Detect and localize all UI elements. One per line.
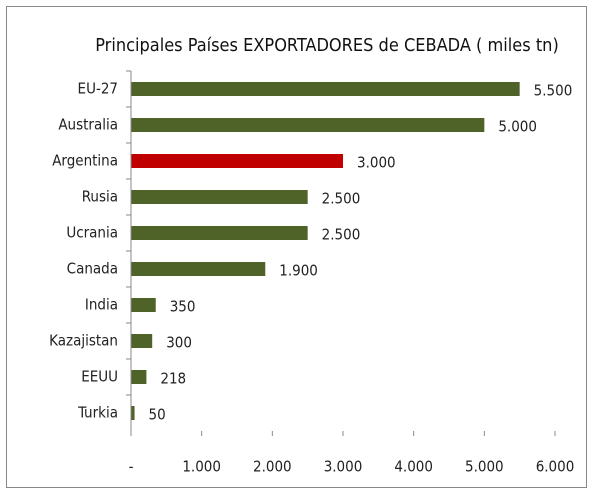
bar	[131, 370, 147, 384]
y-tick-label: Kazajistan	[49, 332, 118, 350]
y-tick-label: Ucrania	[66, 224, 118, 242]
x-tick-label: -	[129, 458, 134, 476]
chart-title: Principales Países EXPORTADORES de CEBAD…	[95, 35, 559, 56]
bar	[131, 298, 156, 312]
y-tick-label: Turkia	[77, 404, 118, 422]
bar	[131, 406, 135, 420]
y-tick-label: Australia	[58, 116, 118, 134]
value-label: 50	[149, 406, 166, 424]
y-tick-label: Argentina	[52, 152, 118, 170]
bar	[131, 334, 153, 348]
value-label: 218	[160, 370, 186, 388]
x-tick-label: 2.000	[253, 458, 292, 476]
y-tick-label: India	[85, 296, 118, 314]
x-tick-label: 4.000	[394, 458, 433, 476]
value-label: 3.000	[357, 154, 396, 172]
value-label: 5.000	[498, 118, 537, 136]
value-label: 300	[166, 334, 192, 352]
y-tick-label: EEUU	[81, 368, 118, 386]
bar	[131, 154, 343, 168]
bar	[131, 190, 308, 204]
x-tick-label: 6.000	[536, 458, 575, 476]
value-label: 350	[170, 298, 196, 316]
value-label: 2.500	[322, 190, 361, 208]
value-label: 2.500	[322, 226, 361, 244]
bar	[131, 262, 266, 276]
value-label: 5.500	[534, 82, 573, 100]
y-tick-label: Canada	[67, 260, 118, 278]
bar	[131, 82, 520, 96]
x-tick-label: 5.000	[465, 458, 504, 476]
value-label: 1.900	[279, 262, 318, 280]
x-tick-label: 3.000	[324, 458, 363, 476]
bar	[131, 226, 308, 240]
y-tick-label: EU-27	[78, 80, 118, 98]
x-tick-label: 1.000	[182, 458, 221, 476]
y-tick-label: Rusia	[82, 188, 118, 206]
bar	[131, 118, 485, 132]
